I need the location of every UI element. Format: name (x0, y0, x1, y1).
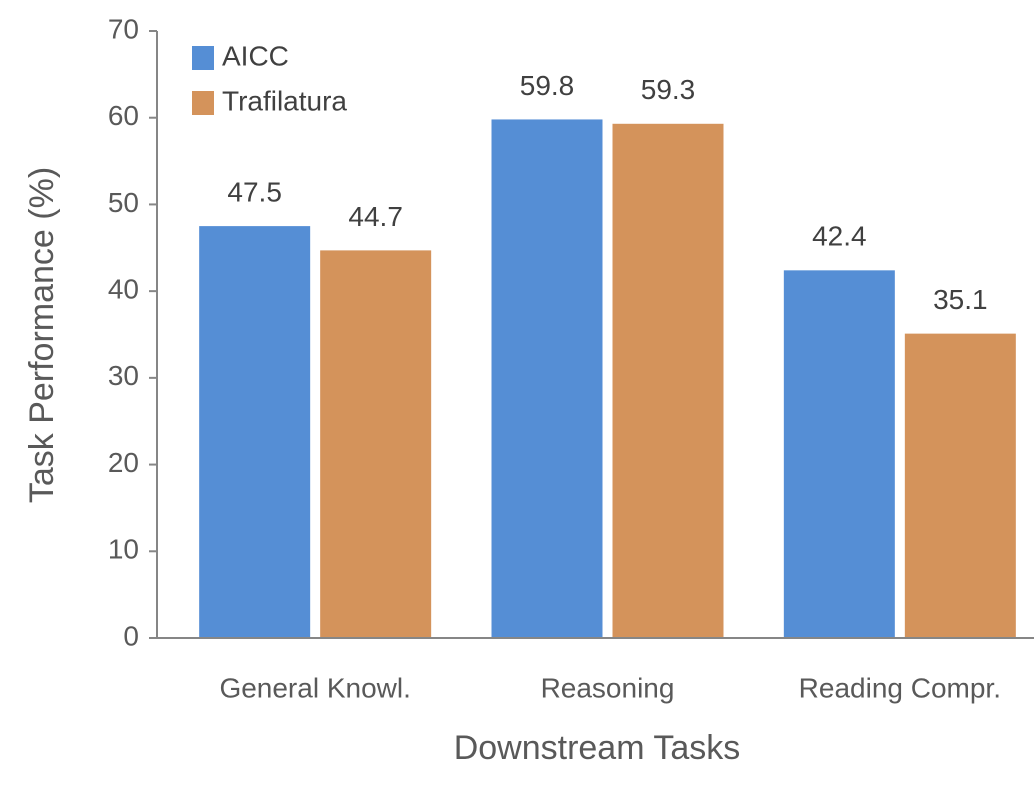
legend-swatch (192, 91, 214, 115)
y-tick-label: 30 (108, 360, 139, 391)
legend-label: AICC (222, 40, 289, 71)
x-tick-label: Reading Compr. (799, 672, 1001, 703)
legend-swatch (192, 46, 214, 70)
data-label: 59.3 (641, 74, 696, 105)
y-axis-title: Task Performance (%) (23, 167, 61, 503)
bar (783, 270, 895, 638)
data-label: 35.1 (933, 284, 988, 315)
bar (199, 226, 311, 638)
y-tick-label: 70 (108, 13, 139, 44)
data-label: 59.8 (520, 70, 575, 101)
data-label: 42.4 (812, 221, 867, 252)
x-axis-title: Downstream Tasks (454, 729, 741, 767)
data-label: 44.7 (348, 201, 403, 232)
y-tick-label: 20 (108, 447, 139, 478)
x-tick-label: Reasoning (541, 672, 675, 703)
y-tick-label: 40 (108, 274, 139, 305)
y-tick-label: 60 (108, 100, 139, 131)
bar (491, 119, 603, 639)
data-label: 47.5 (227, 176, 282, 207)
x-tick-label: General Knowl. (219, 672, 410, 703)
y-tick-label: 10 (108, 534, 139, 565)
y-tick-label: 50 (108, 187, 139, 218)
y-tick-label: 0 (123, 620, 139, 651)
bar (904, 333, 1016, 638)
legend-label: Trafilatura (222, 85, 347, 116)
bar (612, 123, 724, 638)
bar (320, 250, 432, 638)
